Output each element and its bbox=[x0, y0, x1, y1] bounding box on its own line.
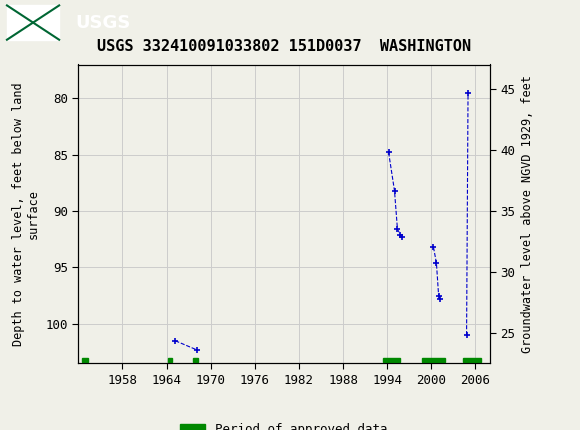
Bar bbox=[383, 358, 400, 362]
Legend: Period of approved data: Period of approved data bbox=[175, 418, 393, 430]
Text: USGS: USGS bbox=[75, 14, 130, 31]
Bar bbox=[82, 358, 88, 362]
Bar bbox=[422, 358, 444, 362]
Y-axis label: Depth to water level, feet below land
surface: Depth to water level, feet below land su… bbox=[12, 82, 40, 346]
Text: USGS 332410091033802 151D0037  WASHINGTON: USGS 332410091033802 151D0037 WASHINGTON bbox=[97, 39, 472, 54]
Y-axis label: Groundwater level above NGVD 1929, feet: Groundwater level above NGVD 1929, feet bbox=[521, 75, 534, 353]
FancyBboxPatch shape bbox=[7, 6, 59, 40]
Bar bbox=[168, 358, 172, 362]
Bar bbox=[463, 358, 481, 362]
Bar bbox=[193, 358, 198, 362]
